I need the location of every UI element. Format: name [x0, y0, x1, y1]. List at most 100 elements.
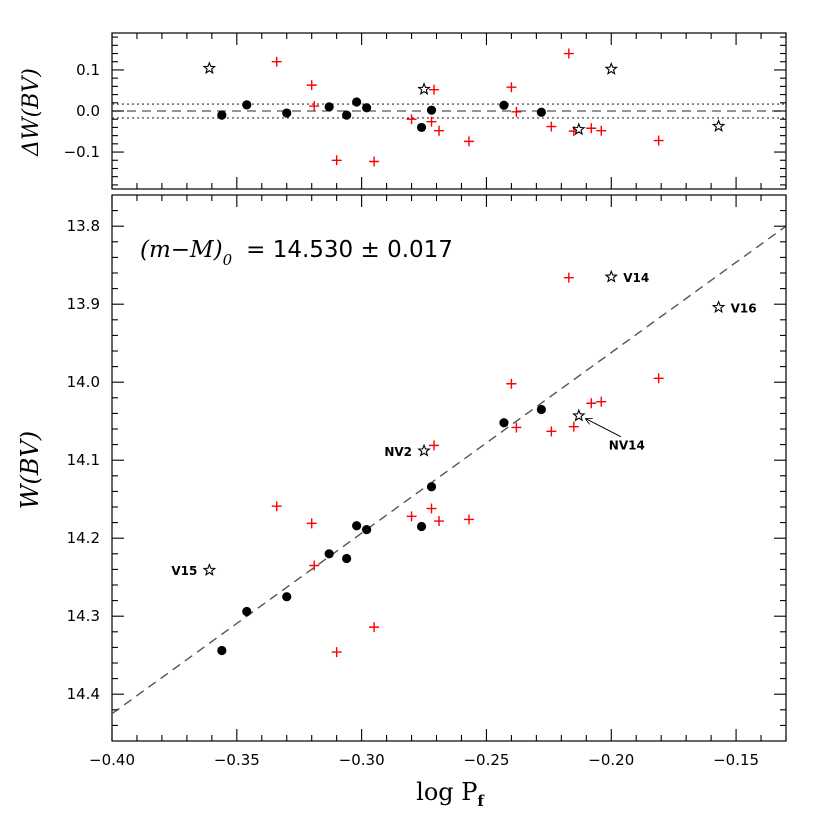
- star-label-nv14: NV14: [609, 439, 645, 453]
- data-point-plus: [331, 647, 342, 658]
- data-point-plus: [653, 373, 664, 384]
- data-point-plus: [434, 516, 445, 527]
- x-tick-label: −0.30: [339, 751, 385, 769]
- data-point-circle: [217, 110, 227, 120]
- x-tick-label: −0.25: [463, 751, 509, 769]
- y-tick-label: 14.1: [67, 451, 100, 469]
- data-point-plus: [546, 121, 557, 132]
- residuals-y-axis-label: ΔW(BV): [19, 68, 44, 157]
- data-point-plus: [426, 503, 437, 514]
- x-tick-label: −0.15: [713, 751, 759, 769]
- main-point-labels: V15 NV2 NV14 V14 V16: [171, 271, 756, 578]
- data-point-plus: [309, 560, 320, 571]
- nv14-arrow: [586, 419, 622, 438]
- data-point-circle: [362, 525, 372, 535]
- data-point-plus: [506, 378, 517, 389]
- data-point-plus: [306, 518, 317, 529]
- data-point-circle: [217, 645, 227, 656]
- x-axis-label-subscript: f: [477, 792, 485, 810]
- residuals-panel: −0.1 0.0 0.1 ΔW(BV): [19, 32, 787, 190]
- x-tick-label: −0.35: [214, 751, 260, 769]
- main-panel: −0.40 −0.35 −0.30 −0.25 −0.20 −0.15 13.8 13.9 14…: [16, 194, 787, 810]
- main-fit-line: [111, 225, 787, 715]
- star-label-v16: V16: [731, 301, 757, 315]
- data-point-star: [604, 269, 619, 283]
- data-point-plus: [568, 421, 579, 432]
- data-point-circle: [416, 122, 427, 133]
- data-point-plus: [429, 84, 440, 95]
- x-tick-label: −0.40: [89, 751, 135, 769]
- data-point-star: [711, 119, 726, 132]
- y-tick-label: −0.1: [64, 143, 100, 161]
- data-point-plus: [331, 155, 342, 166]
- main-y-axis-label: W(BV): [16, 431, 44, 509]
- distance-modulus-lhs: (m−M): [140, 237, 223, 263]
- data-point-circle: [352, 521, 362, 531]
- data-point-plus: [463, 514, 474, 525]
- data-point-plus: [463, 136, 474, 147]
- residuals-data-points: [202, 48, 726, 167]
- data-point-circle: [426, 105, 437, 115]
- data-point-star: [417, 82, 431, 96]
- data-point-plus: [406, 511, 417, 522]
- distance-modulus-annotation: (m−M)0 = 14.530 ± 0.017: [140, 237, 453, 269]
- data-point-circle: [536, 404, 546, 415]
- data-point-plus: [369, 622, 380, 633]
- data-point-circle: [282, 592, 292, 602]
- data-point-circle: [342, 553, 352, 564]
- data-point-circle: [499, 418, 509, 428]
- distance-modulus-value: = 14.530 ± 0.017: [246, 237, 453, 263]
- data-point-plus: [596, 125, 607, 136]
- data-point-star: [417, 443, 431, 457]
- data-point-circle: [536, 107, 546, 117]
- star-label-nv2: NV2: [384, 445, 412, 459]
- data-point-plus: [596, 396, 607, 407]
- y-tick-label: 0.0: [76, 102, 100, 120]
- data-point-circle: [352, 97, 362, 107]
- data-point-plus: [434, 125, 445, 136]
- data-point-circle: [242, 606, 252, 617]
- data-point-star: [202, 61, 217, 75]
- y-tick-label: 14.0: [67, 373, 100, 391]
- data-point-star: [572, 408, 586, 422]
- y-tick-label: 14.3: [67, 607, 100, 625]
- data-point-plus: [511, 106, 522, 117]
- data-point-plus: [406, 114, 417, 125]
- y-tick-label: 14.2: [67, 529, 100, 547]
- main-data-points: [202, 269, 726, 658]
- data-point-plus: [586, 123, 597, 134]
- data-point-plus: [563, 48, 574, 59]
- fit-line: [111, 225, 787, 715]
- star-label-v15: V15: [171, 564, 197, 578]
- data-point-plus: [271, 501, 282, 512]
- data-point-plus: [563, 272, 574, 283]
- data-point-circle: [499, 100, 509, 110]
- data-point-circle: [362, 103, 372, 113]
- data-point-plus: [653, 135, 664, 146]
- data-point-star: [202, 563, 217, 576]
- data-point-circle: [342, 110, 352, 120]
- data-point-plus: [369, 156, 380, 167]
- data-point-plus: [586, 398, 597, 409]
- residuals-reference-lines: [112, 103, 786, 119]
- data-point-plus: [306, 80, 317, 91]
- data-point-star: [572, 122, 586, 136]
- data-point-plus: [429, 440, 440, 451]
- data-point-circle: [282, 108, 292, 118]
- data-point-circle: [426, 482, 437, 492]
- distance-modulus-subscript: 0: [223, 251, 233, 269]
- x-tick-label: −0.20: [588, 751, 634, 769]
- y-tick-label: 13.8: [67, 217, 100, 235]
- x-axis-label-main: log P: [416, 778, 477, 806]
- data-point-plus: [309, 101, 320, 112]
- data-point-plus: [426, 116, 437, 127]
- y-tick-label: 0.1: [76, 61, 100, 79]
- data-point-plus: [511, 422, 522, 433]
- data-point-star: [604, 62, 619, 75]
- star-label-v14: V14: [623, 271, 649, 285]
- data-point-circle: [324, 102, 334, 112]
- residuals-axis-ticks: −0.1 0.0 0.1: [64, 33, 787, 189]
- main-axis-ticks: −0.40 −0.35 −0.30 −0.25 −0.20 −0.15 13.8 13.9 14…: [67, 195, 787, 769]
- data-point-plus: [506, 82, 517, 93]
